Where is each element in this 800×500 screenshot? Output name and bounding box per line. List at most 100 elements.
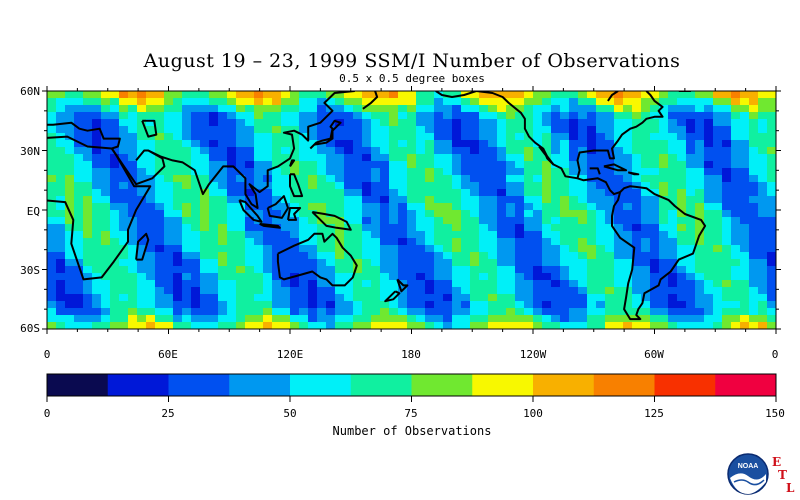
field-cell: [101, 133, 110, 140]
field-cell: [506, 315, 515, 322]
field-cell: [56, 196, 65, 203]
field-cell: [326, 245, 335, 252]
field-cell: [542, 168, 551, 175]
field-cell: [65, 224, 74, 231]
field-cell: [623, 322, 632, 329]
field-cell: [317, 203, 326, 210]
field-cell: [740, 322, 749, 329]
field-cell: [767, 217, 776, 224]
field-cell: [668, 217, 677, 224]
field-cell: [389, 315, 398, 322]
field-cell: [272, 217, 281, 224]
field-cell: [362, 238, 371, 245]
field-cell: [632, 231, 641, 238]
field-cell: [407, 168, 416, 175]
field-cell: [479, 273, 488, 280]
field-cell: [263, 203, 272, 210]
field-cell: [560, 210, 569, 217]
field-cell: [497, 119, 506, 126]
field-cell: [308, 119, 317, 126]
field-cell: [191, 252, 200, 259]
field-cell: [596, 280, 605, 287]
field-cell: [110, 105, 119, 112]
field-cell: [686, 154, 695, 161]
field-cell: [479, 252, 488, 259]
field-cell: [371, 119, 380, 126]
field-cell: [758, 252, 767, 259]
field-cell: [272, 126, 281, 133]
field-cell: [551, 266, 560, 273]
field-cell: [605, 98, 614, 105]
field-cell: [164, 126, 173, 133]
field-cell: [596, 308, 605, 315]
field-cell: [497, 98, 506, 105]
field-cell: [182, 126, 191, 133]
field-cell: [101, 147, 110, 154]
field-cell: [245, 140, 254, 147]
field-cell: [182, 203, 191, 210]
field-cell: [614, 259, 623, 266]
field-cell: [344, 280, 353, 287]
field-cell: [533, 280, 542, 287]
field-cell: [461, 238, 470, 245]
field-cell: [101, 161, 110, 168]
field-cell: [668, 294, 677, 301]
field-cell: [731, 133, 740, 140]
field-cell: [722, 161, 731, 168]
field-cell: [254, 224, 263, 231]
field-cell: [371, 196, 380, 203]
field-cell: [245, 91, 254, 98]
field-cell: [731, 98, 740, 105]
field-cell: [695, 203, 704, 210]
field-cell: [731, 315, 740, 322]
field-cell: [758, 126, 767, 133]
field-cell: [74, 189, 83, 196]
field-cell: [488, 182, 497, 189]
field-cell: [587, 259, 596, 266]
field-cell: [677, 203, 686, 210]
field-cell: [101, 259, 110, 266]
field-cell: [524, 182, 533, 189]
field-cell: [578, 217, 587, 224]
field-cell: [128, 322, 137, 329]
coastline-yucatan: [589, 167, 601, 175]
field-cell: [65, 301, 74, 308]
field-cell: [173, 154, 182, 161]
field-cell: [380, 119, 389, 126]
field-cell: [614, 203, 623, 210]
field-cell: [317, 252, 326, 259]
field-cell: [515, 126, 524, 133]
field-cell: [272, 245, 281, 252]
field-cell: [659, 140, 668, 147]
field-cell: [479, 203, 488, 210]
field-cell: [668, 273, 677, 280]
field-cell: [479, 308, 488, 315]
field-cell: [650, 126, 659, 133]
coastline-newguinea: [311, 211, 352, 231]
field-cell: [668, 196, 677, 203]
field-cell: [263, 273, 272, 280]
field-cell: [515, 112, 524, 119]
field-cell: [407, 308, 416, 315]
field-cell: [128, 301, 137, 308]
field-cell: [407, 147, 416, 154]
field-cell: [632, 168, 641, 175]
field-cell: [713, 147, 722, 154]
field-cell: [596, 266, 605, 273]
field-cell: [443, 287, 452, 294]
field-cell: [56, 175, 65, 182]
field-cell: [317, 98, 326, 105]
field-cell: [101, 98, 110, 105]
field-cell: [749, 259, 758, 266]
field-cell: [146, 119, 155, 126]
field-cell: [326, 161, 335, 168]
field-cell: [164, 112, 173, 119]
field-cell: [470, 154, 479, 161]
field-cell: [578, 189, 587, 196]
field-cell: [362, 322, 371, 329]
field-cell: [137, 105, 146, 112]
field-cell: [596, 259, 605, 266]
field-cell: [713, 196, 722, 203]
field-cell: [605, 112, 614, 119]
field-cell: [587, 126, 596, 133]
